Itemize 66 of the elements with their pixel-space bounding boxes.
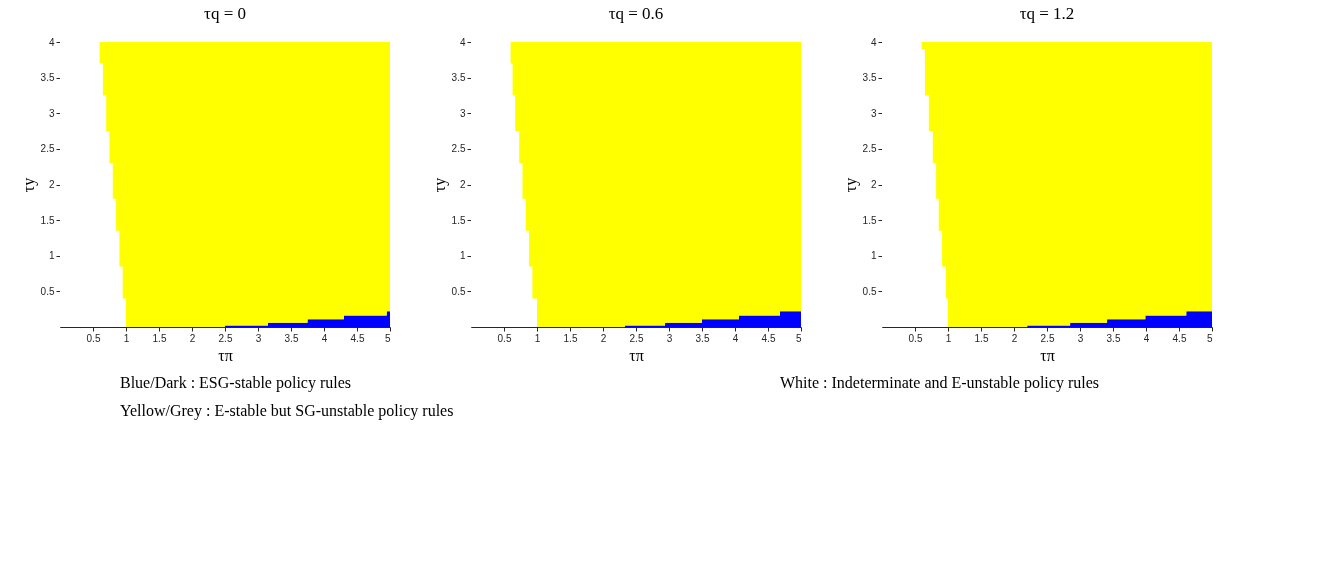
x-tick-label: 4 xyxy=(1143,332,1150,344)
chart-title: τq = 0.6 xyxy=(608,4,664,23)
y-tick-label: 1.5 xyxy=(40,214,55,226)
x-tick-label: 3 xyxy=(1077,332,1084,344)
x-tick-label: 3.5 xyxy=(284,332,299,344)
y-tick-label: 3 xyxy=(48,107,55,119)
x-tick-label: 1 xyxy=(945,332,952,344)
x-tick-label: 1.5 xyxy=(563,332,578,344)
y-axis-title: τy xyxy=(841,177,860,193)
x-tick-label: 3.5 xyxy=(695,332,710,344)
x-tick-label: 4 xyxy=(321,332,328,344)
x-tick-label: 2.5 xyxy=(629,332,644,344)
x-tick-label: 1.5 xyxy=(974,332,989,344)
x-tick-label: 1.5 xyxy=(152,332,167,344)
x-tick-label: 2.5 xyxy=(1040,332,1055,344)
y-tick-label: 0.5 xyxy=(40,285,55,297)
x-tick-label: 4.5 xyxy=(1172,332,1187,344)
x-tick-label: 3.5 xyxy=(1106,332,1121,344)
x-tick-label: 2 xyxy=(189,332,196,344)
y-tick-label: 0.5 xyxy=(862,285,877,297)
y-tick-label: 2.5 xyxy=(40,143,55,155)
x-tick-label: 4.5 xyxy=(350,332,365,344)
y-tick-label: 4 xyxy=(870,36,877,48)
y-tick-label: 4 xyxy=(48,36,55,48)
text: Yellow/Grey : E-stable but SG-unstable policy rules xyxy=(120,402,454,420)
y-tick-label: 3 xyxy=(870,107,877,119)
x-tick-label: 2 xyxy=(1011,332,1018,344)
x-tick-label: 0.5 xyxy=(908,332,923,344)
y-tick-label: 2 xyxy=(48,179,55,190)
y-tick-label: 3 xyxy=(459,107,466,119)
y-tick-label: 2.5 xyxy=(862,143,877,155)
x-tick-label: 1 xyxy=(534,332,541,344)
y-tick-label: 2 xyxy=(870,179,877,190)
x-tick-label: 3 xyxy=(255,332,262,344)
x-tick-label: 0.5 xyxy=(497,332,512,344)
y-tick-label: 1 xyxy=(459,250,466,262)
y-tick-label: 1.5 xyxy=(451,214,466,226)
x-tick-label: 4.5 xyxy=(761,332,776,344)
x-tick-label: 1 xyxy=(123,332,130,344)
x-tick-label: 3 xyxy=(666,332,673,344)
y-axis-title: τy xyxy=(19,177,38,193)
y-tick-label: 1 xyxy=(870,250,877,262)
y-tick-label: 1.5 xyxy=(862,214,877,226)
x-tick-label: 2 xyxy=(600,332,607,344)
x-axis-title: τπ xyxy=(218,346,233,364)
text: White : Indeterminate and E-unstable policy rules xyxy=(780,374,1099,392)
x-tick-label: 0.5 xyxy=(86,332,101,344)
y-tick-label: 4 xyxy=(459,36,466,48)
x-tick-label: 2.5 xyxy=(218,332,233,344)
x-tick-label: 4 xyxy=(732,332,739,344)
x-tick-label: 5 xyxy=(1206,332,1213,344)
x-tick-label: 5 xyxy=(384,332,391,344)
x-axis-title: τπ xyxy=(629,346,644,364)
y-tick-label: 3.5 xyxy=(451,72,466,84)
chart-title: τq = 0 xyxy=(204,4,246,23)
y-tick-label: 2 xyxy=(459,179,466,190)
y-tick-label: 1 xyxy=(48,250,55,262)
chart-title: τq = 1.2 xyxy=(1019,4,1075,23)
y-tick-label: 3.5 xyxy=(40,72,55,84)
x-tick-label: 5 xyxy=(795,332,802,344)
text: Blue/Dark : ESG-stable policy rules xyxy=(120,374,352,392)
y-axis-title: τy xyxy=(430,177,449,193)
y-tick-label: 0.5 xyxy=(451,285,466,297)
y-tick-label: 3.5 xyxy=(862,72,877,84)
y-tick-label: 2.5 xyxy=(451,143,466,155)
x-axis-title: τπ xyxy=(1040,346,1055,364)
